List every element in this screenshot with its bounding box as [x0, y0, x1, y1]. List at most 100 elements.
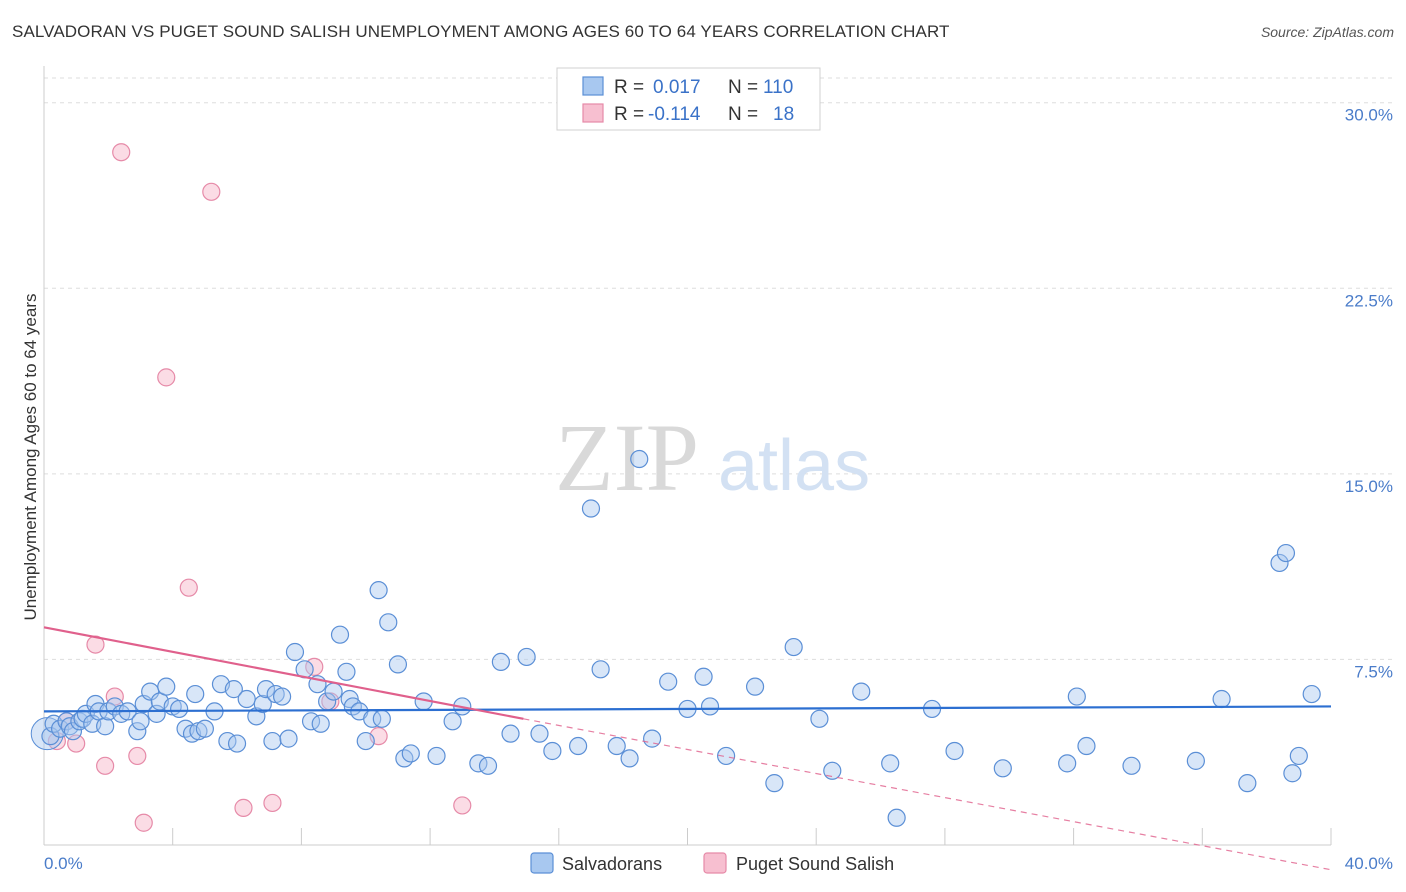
legend-n-label-2: N = — [728, 104, 758, 125]
salvadoran-point — [311, 714, 330, 733]
legend-r-value-1: 0.017 — [653, 77, 701, 98]
salvadoran-point — [272, 687, 292, 706]
salish-point — [179, 578, 198, 597]
legend-r-label-2: R = — [614, 104, 644, 125]
salish-point — [234, 798, 253, 817]
bottom-legend-puget-sound-salish: Puget Sound Salish — [736, 854, 894, 874]
salvadoran-point — [945, 741, 964, 761]
salvadoran-point — [530, 724, 549, 743]
salvadoran-point — [369, 581, 388, 600]
grid-layer — [44, 77, 1394, 660]
salish-point — [453, 796, 472, 815]
y-axis-title: Unemployment Among Ages 60 to 64 years — [21, 294, 40, 621]
salvadorans-points — [30, 449, 1321, 827]
watermark-zip: ZIP — [555, 404, 699, 511]
salvadoran-point — [717, 746, 736, 766]
salvadoran-point — [659, 672, 678, 691]
salvadoran-point — [330, 625, 350, 644]
salvadoran-point — [279, 729, 298, 748]
bottom-legend-pink-swatch — [703, 852, 727, 874]
x-tick-label-end: 40.0% — [1345, 854, 1393, 873]
y-tick-label: 22.5% — [1345, 291, 1393, 310]
salvadoran-point — [1077, 736, 1096, 756]
salvadoran-point — [1212, 689, 1231, 709]
salvadoran-point — [630, 449, 649, 469]
salvadoran-point — [887, 808, 906, 827]
salvadoran-point — [379, 613, 398, 632]
legend-blue-swatch — [582, 76, 604, 96]
salvadoran-point — [1289, 746, 1308, 766]
watermark-atlas: atlas — [718, 426, 870, 506]
salvadoran-point — [784, 637, 803, 657]
salvadoran-point — [491, 652, 510, 672]
watermark: ZIP atlas — [555, 404, 870, 511]
bottom-legend-salvadorans: Salvadorans — [562, 854, 662, 874]
salvadoran-point — [427, 746, 446, 766]
salvadoran-point — [823, 761, 842, 780]
salvadoran-point — [131, 712, 150, 731]
salvadoran-point — [694, 667, 713, 686]
salvadoran-point — [810, 709, 829, 728]
salish-point — [112, 143, 131, 162]
salvadoran-point — [388, 655, 408, 674]
legend-n-label-1: N = — [728, 77, 758, 98]
salvadoran-point — [1283, 764, 1302, 783]
trend-lines — [43, 626, 1332, 871]
y-tick-label: 15.0% — [1345, 477, 1393, 496]
salvadoran-point — [324, 682, 343, 701]
bottom-legend: Salvadorans Puget Sound Salish — [530, 852, 894, 874]
legend-pink-swatch — [582, 103, 604, 123]
salvadoran-point — [157, 677, 176, 696]
salish-trend-extension — [523, 718, 1332, 871]
salvadoran-point — [1058, 754, 1077, 773]
salvadoran-point — [1067, 687, 1086, 706]
salvadoran-point — [237, 689, 256, 709]
salish-point — [134, 813, 153, 832]
salvadoran-point — [128, 722, 147, 741]
salvadoran-point — [581, 499, 601, 518]
salish-point — [96, 756, 115, 775]
chart-title: SALVADORAN VS PUGET SOUND SALISH UNEMPLO… — [12, 22, 950, 41]
salish-point — [202, 182, 221, 201]
salvadoran-point — [1270, 553, 1289, 573]
salish-point — [263, 793, 282, 813]
salvadoran-point — [517, 647, 536, 667]
salvadoran-point — [195, 719, 214, 738]
y-tick-label: 7.5% — [1354, 662, 1393, 681]
salvadorans-trend-line — [43, 705, 1332, 713]
salvadoran-point — [170, 699, 189, 719]
legend-n-value-1: 110 — [763, 77, 793, 98]
salish-trend-line — [43, 626, 524, 720]
salvadoran-point — [881, 754, 900, 773]
salish-point — [157, 368, 176, 387]
salvadoran-point — [607, 736, 626, 756]
salvadoran-point — [256, 680, 276, 699]
axes-layer: 7.5% 15.0% 22.5% 30.0% 0.0% 40.0% — [43, 66, 1393, 873]
salvadoran-point — [63, 722, 83, 741]
salvadoran-point — [1238, 774, 1257, 793]
salvadoran-point — [1186, 751, 1205, 770]
bottom-legend-blue-swatch — [530, 852, 554, 874]
salvadoran-point — [852, 682, 871, 701]
salvadoran-point — [224, 680, 243, 699]
legend-box: R = 0.017 N = 110 R = -0.114 N = 18 — [556, 67, 821, 131]
salvadoran-point — [591, 660, 610, 679]
salvadoran-point — [543, 741, 562, 761]
legend-r-value-2: -0.114 — [648, 104, 701, 125]
salvadoran-point — [227, 734, 247, 753]
legend-r-label-1: R = — [614, 77, 644, 98]
salvadoran-point — [443, 712, 462, 731]
salvadoran-point — [1302, 684, 1321, 704]
salvadoran-point — [96, 717, 115, 736]
salvadoran-point — [765, 774, 784, 793]
salvadoran-point — [643, 729, 662, 748]
legend-n-value-2: 18 — [773, 104, 794, 125]
salvadoran-point — [993, 759, 1012, 778]
salvadoran-point — [372, 709, 391, 728]
salvadoran-point — [186, 684, 205, 704]
salvadoran-point — [356, 731, 375, 751]
salvadoran-point — [1276, 543, 1296, 563]
y-tick-label: 30.0% — [1345, 106, 1393, 125]
salvadoran-point — [501, 724, 520, 743]
